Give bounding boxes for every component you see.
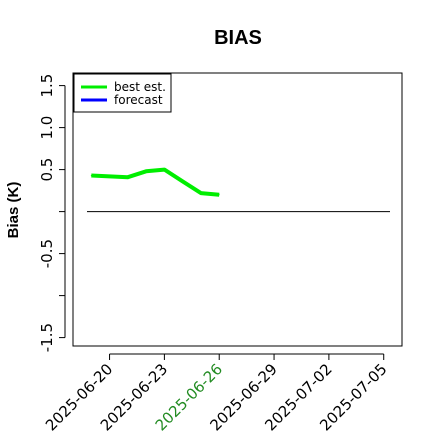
chart-title: BIAS	[214, 27, 262, 49]
series-line-0	[91, 167, 220, 197]
data-point	[90, 174, 92, 176]
y-tick-label: 0.5	[38, 158, 56, 182]
data-point	[163, 169, 165, 171]
y-tick-label: 1.0	[38, 116, 56, 140]
legend-box	[73, 73, 172, 113]
y-axis-label: Bias (K)	[5, 182, 22, 239]
data-point	[127, 176, 129, 178]
data-point	[145, 170, 147, 172]
legend-label: forecast	[114, 93, 163, 107]
data-point	[182, 180, 184, 182]
legend: best est.forecast	[73, 73, 172, 113]
plot-area-frame	[72, 72, 403, 347]
data-point	[200, 192, 202, 194]
data-point	[218, 194, 220, 196]
legend-label: best est.	[114, 80, 166, 94]
y-tick-label: 1.5	[38, 74, 56, 98]
y-tick-label: -0.5	[38, 239, 56, 268]
y-tick-label: -1.5	[38, 323, 56, 352]
